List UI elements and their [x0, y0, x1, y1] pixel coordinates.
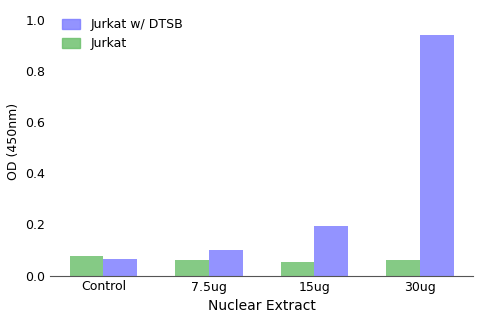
Bar	[103, 259, 137, 276]
Bar	[70, 256, 103, 276]
Bar	[420, 35, 454, 276]
Bar	[281, 261, 314, 276]
Y-axis label: OD (450nm): OD (450nm)	[7, 103, 20, 180]
Legend: Jurkat w/ DTSB, Jurkat: Jurkat w/ DTSB, Jurkat	[57, 13, 188, 55]
X-axis label: Nuclear Extract: Nuclear Extract	[208, 299, 316, 313]
Bar	[175, 260, 209, 276]
Bar	[209, 250, 243, 276]
Bar	[314, 226, 348, 276]
Bar	[386, 260, 420, 276]
